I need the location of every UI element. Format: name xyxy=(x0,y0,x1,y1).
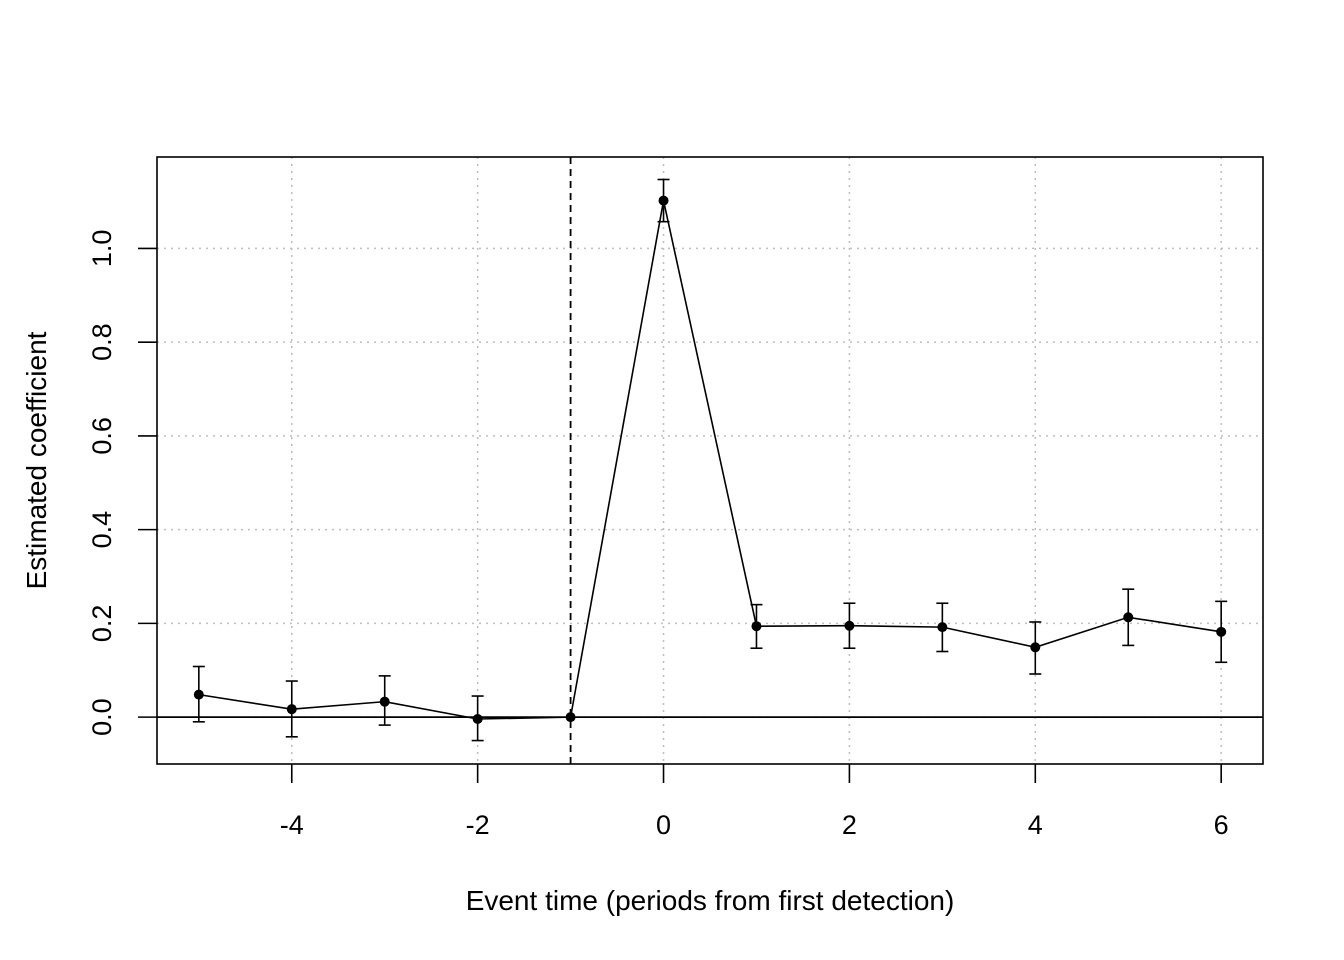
x-tick-label: -2 xyxy=(466,810,490,840)
y-tick-label: 0.4 xyxy=(87,511,117,549)
x-tick-label: -4 xyxy=(280,810,304,840)
data-point xyxy=(1216,626,1227,637)
grid-layer xyxy=(157,157,1263,764)
data-point xyxy=(844,620,855,631)
data-point xyxy=(658,195,669,206)
data-point xyxy=(1123,612,1134,623)
data-point xyxy=(751,621,762,632)
y-tick-label: 0.6 xyxy=(87,417,117,455)
data-point xyxy=(472,714,483,725)
data-point xyxy=(193,689,204,700)
data-point xyxy=(379,696,390,707)
data-layer xyxy=(192,178,1228,742)
plot-frame xyxy=(156,156,1264,765)
y-tick-label: 0.0 xyxy=(87,698,117,736)
data-point xyxy=(937,622,948,633)
x-tick-label: 0 xyxy=(656,810,671,840)
y-tick-label: 0.2 xyxy=(87,605,117,643)
data-point xyxy=(1030,642,1041,653)
reference-lines xyxy=(157,157,1263,764)
x-tick-label: 2 xyxy=(842,810,857,840)
y-tick-label: 0.8 xyxy=(87,323,117,361)
x-axis-title: Event time (periods from first detection… xyxy=(466,885,955,916)
x-tick-label: 6 xyxy=(1214,810,1229,840)
y-axis-title: Estimated coefficient xyxy=(21,331,52,589)
data-point xyxy=(286,704,297,715)
axes: -4 -2 0 2 4 6 0.0 0.2 0.4 0.6 0.8 1.0 xyxy=(87,230,1229,840)
data-point xyxy=(565,712,576,723)
y-tick-label: 1.0 xyxy=(87,230,117,268)
x-tick-label: 4 xyxy=(1028,810,1043,840)
series-line xyxy=(198,200,1222,720)
